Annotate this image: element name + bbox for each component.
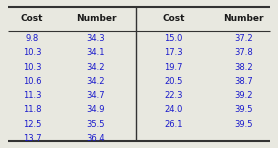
Text: 39.5: 39.5: [234, 120, 252, 129]
Text: 38.2: 38.2: [234, 62, 252, 71]
Text: Cost: Cost: [21, 14, 43, 23]
Text: 35.5: 35.5: [87, 120, 105, 129]
Text: 15.0: 15.0: [165, 34, 183, 43]
Text: 37.2: 37.2: [234, 34, 252, 43]
Text: 34.2: 34.2: [87, 77, 105, 86]
Text: 34.9: 34.9: [87, 105, 105, 114]
Text: 34.7: 34.7: [87, 91, 105, 100]
Text: 39.2: 39.2: [234, 91, 252, 100]
Text: 38.7: 38.7: [234, 77, 253, 86]
Text: 19.7: 19.7: [165, 62, 183, 71]
Text: 10.3: 10.3: [23, 62, 41, 71]
Text: 34.3: 34.3: [87, 34, 105, 43]
Text: 26.1: 26.1: [165, 120, 183, 129]
Text: 34.1: 34.1: [87, 48, 105, 57]
Text: 22.3: 22.3: [165, 91, 183, 100]
Text: Number: Number: [76, 14, 116, 23]
Text: 34.2: 34.2: [87, 62, 105, 71]
Text: 39.5: 39.5: [234, 105, 252, 114]
Text: Number: Number: [223, 14, 264, 23]
Text: 9.8: 9.8: [25, 34, 39, 43]
Text: 36.4: 36.4: [87, 134, 105, 143]
Text: 11.8: 11.8: [23, 105, 41, 114]
Text: 10.6: 10.6: [23, 77, 41, 86]
Text: 13.7: 13.7: [23, 134, 41, 143]
Text: Cost: Cost: [163, 14, 185, 23]
Text: 37.8: 37.8: [234, 48, 253, 57]
Text: 12.5: 12.5: [23, 120, 41, 129]
Text: 17.3: 17.3: [165, 48, 183, 57]
Text: 20.5: 20.5: [165, 77, 183, 86]
Text: 24.0: 24.0: [165, 105, 183, 114]
Text: 11.3: 11.3: [23, 91, 41, 100]
Text: 10.3: 10.3: [23, 48, 41, 57]
